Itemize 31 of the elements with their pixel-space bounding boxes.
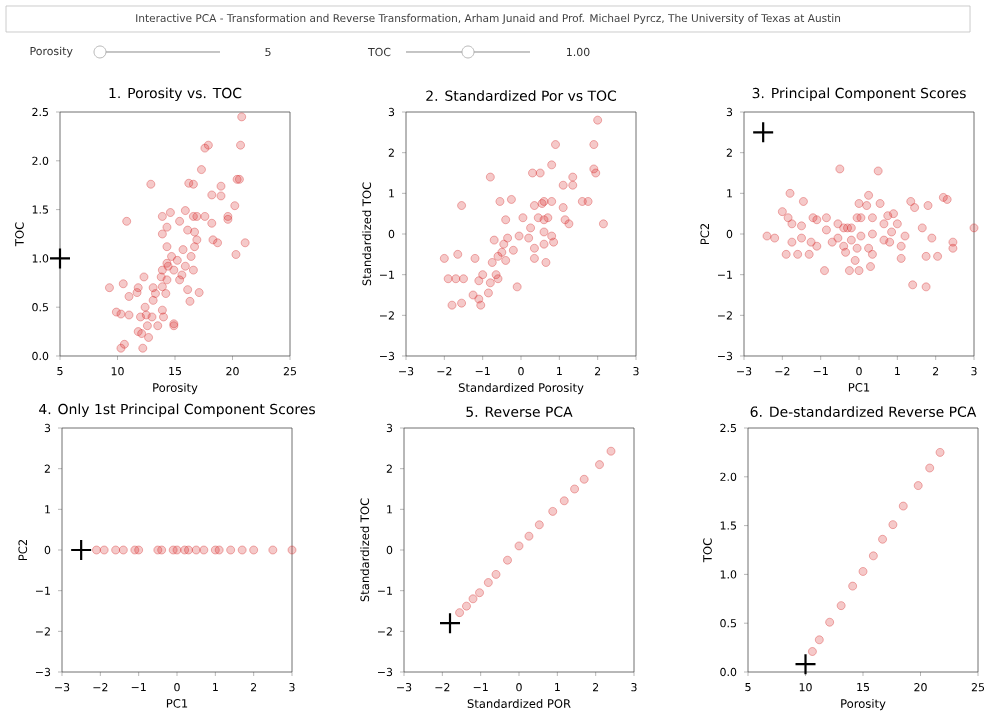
point — [438, 612, 462, 635]
point — [579, 474, 589, 484]
point — [836, 601, 846, 611]
point — [808, 647, 817, 656]
point — [913, 481, 923, 490]
point — [524, 531, 534, 541]
point — [848, 581, 858, 591]
point — [878, 534, 887, 544]
point — [858, 567, 868, 576]
point — [491, 570, 501, 579]
point — [868, 551, 878, 561]
point — [925, 463, 935, 473]
point — [935, 448, 945, 457]
point — [606, 446, 616, 456]
point — [794, 653, 817, 676]
point — [548, 506, 558, 516]
point — [825, 617, 835, 627]
point — [503, 555, 512, 565]
point — [814, 635, 824, 645]
point — [595, 460, 604, 470]
point — [898, 501, 908, 511]
point — [534, 520, 544, 530]
point — [462, 601, 471, 611]
point — [888, 520, 898, 530]
point — [455, 608, 464, 618]
point — [475, 588, 484, 598]
point — [468, 594, 478, 604]
point — [570, 484, 579, 494]
point — [559, 496, 569, 506]
point — [483, 578, 493, 587]
point — [514, 541, 524, 551]
